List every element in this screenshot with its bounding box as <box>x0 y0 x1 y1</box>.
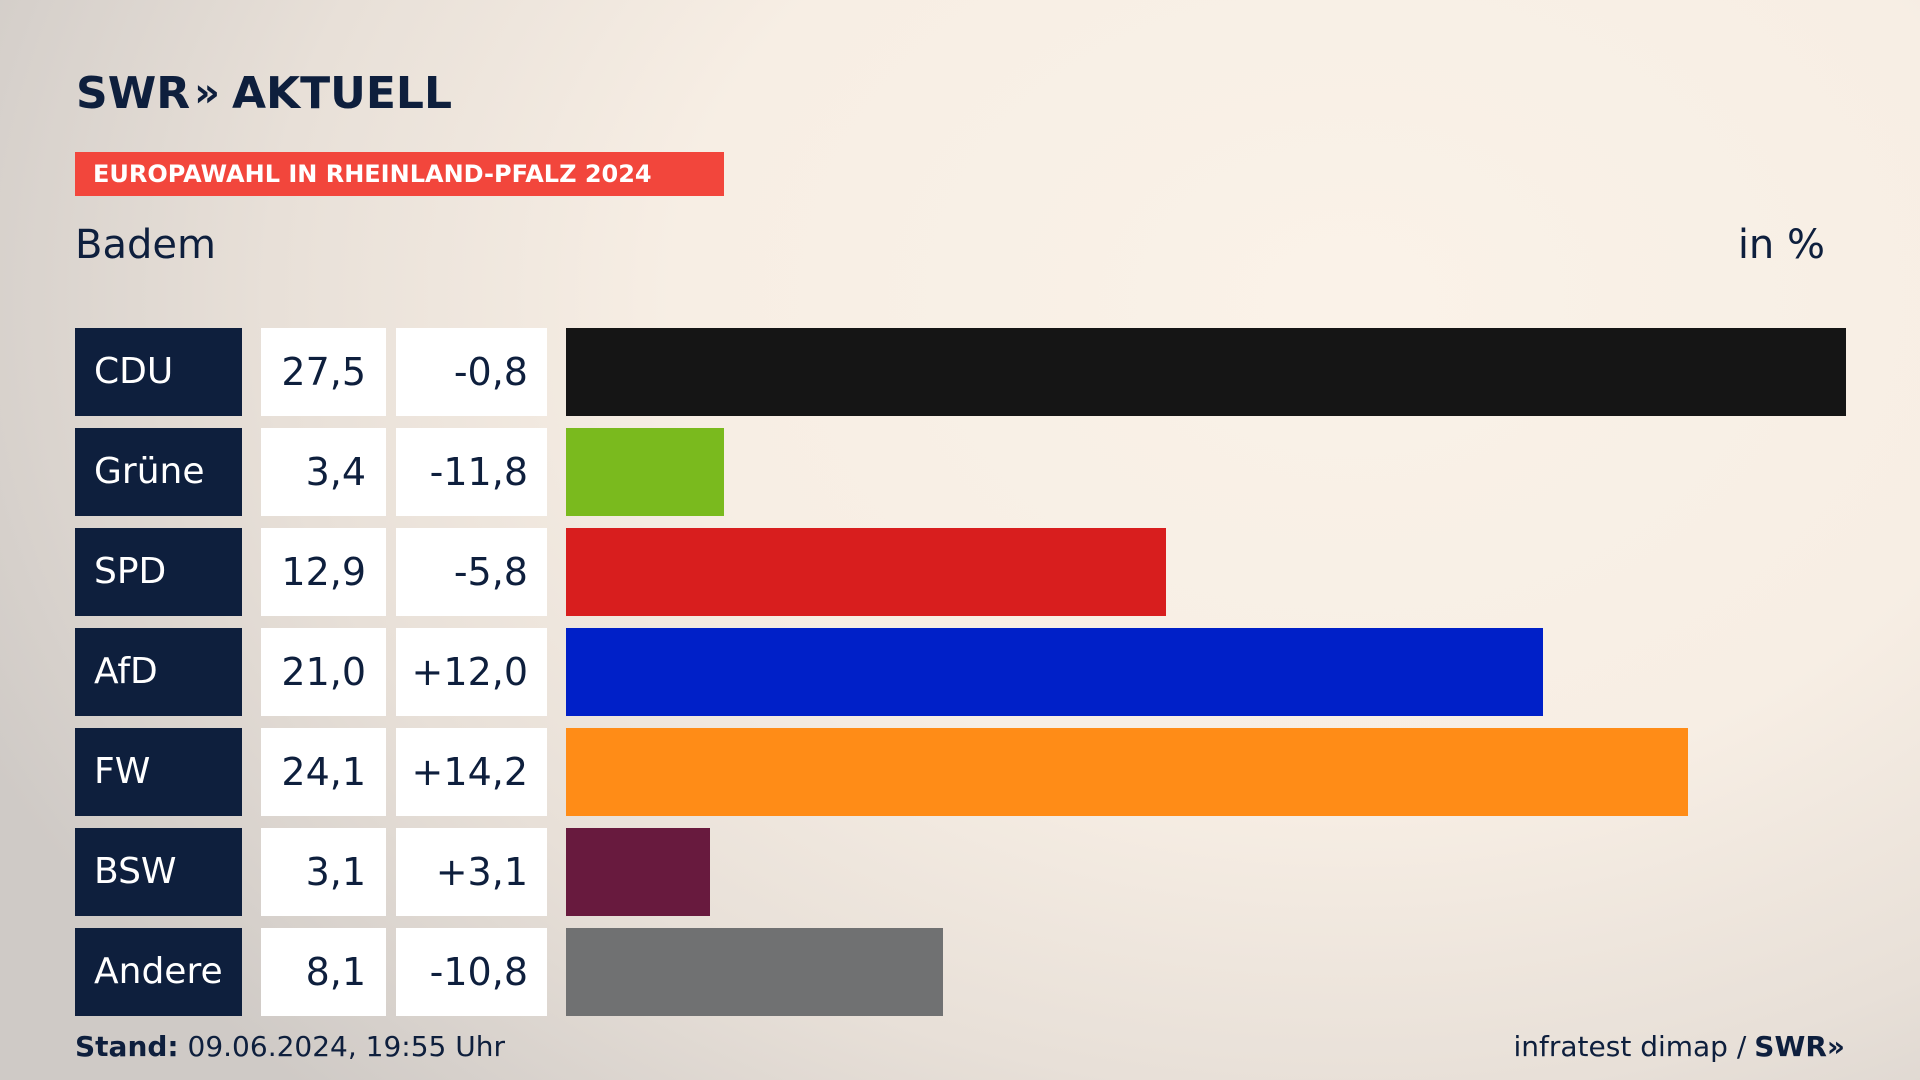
brand-name: SWR <box>76 67 191 119</box>
result-row: CDU 27,5 -0,8 <box>75 328 1846 416</box>
party-label: Andere <box>75 928 242 1016</box>
vote-share-label: 21,0 <box>261 628 386 716</box>
bar-spd <box>566 528 1166 616</box>
change-label: -0,8 <box>396 328 547 416</box>
result-row: Grüne 3,4 -11,8 <box>75 428 1846 516</box>
result-row: AfD 21,0 +12,0 <box>75 628 1846 716</box>
vote-share-label: 8,1 <box>261 928 386 1016</box>
brand-chevron-icon: » <box>194 70 220 116</box>
party-label: SPD <box>75 528 242 616</box>
swr-aktuell-logo: SWR » AKTUELL <box>76 67 452 119</box>
brand-suffix: AKTUELL <box>231 67 452 119</box>
party-label: Grüne <box>75 428 242 516</box>
result-row: FW 24,1 +14,2 <box>75 728 1846 816</box>
bar-bsw <box>566 828 710 916</box>
source-name: infratest dimap / <box>1513 1030 1747 1063</box>
change-label: +12,0 <box>396 628 547 716</box>
election-banner: EUROPAWAHL IN RHEINLAND-PFALZ 2024 <box>75 152 724 196</box>
party-label: FW <box>75 728 242 816</box>
timestamp: Stand: 09.06.2024, 19:55 Uhr <box>75 1030 505 1063</box>
result-row: SPD 12,9 -5,8 <box>75 528 1846 616</box>
source-credit: infratest dimap / SWR» <box>1513 1030 1845 1063</box>
stand-value: 09.06.2024, 19:55 Uhr <box>187 1030 505 1063</box>
bar-andere <box>566 928 943 1016</box>
bar-cdu <box>566 328 1846 416</box>
region-title: Badem <box>75 222 216 268</box>
party-label: AfD <box>75 628 242 716</box>
bar-afd <box>566 628 1543 716</box>
result-row: BSW 3,1 +3,1 <box>75 828 1846 916</box>
vote-share-label: 27,5 <box>261 328 386 416</box>
party-label: BSW <box>75 828 242 916</box>
unit-label: in % <box>1737 222 1825 268</box>
vote-share-label: 3,1 <box>261 828 386 916</box>
swr-small-logo: SWR» <box>1754 1030 1845 1063</box>
vote-share-label: 12,9 <box>261 528 386 616</box>
result-row: Andere 8,1 -10,8 <box>75 928 1846 1016</box>
change-label: +3,1 <box>396 828 547 916</box>
bar-fw <box>566 728 1688 816</box>
vote-share-label: 24,1 <box>261 728 386 816</box>
change-label: -5,8 <box>396 528 547 616</box>
vote-share-label: 3,4 <box>261 428 386 516</box>
stand-label: Stand: <box>75 1030 179 1063</box>
bar-gr-ne <box>566 428 724 516</box>
change-label: +14,2 <box>396 728 547 816</box>
change-label: -11,8 <box>396 428 547 516</box>
change-label: -10,8 <box>396 928 547 1016</box>
party-label: CDU <box>75 328 242 416</box>
